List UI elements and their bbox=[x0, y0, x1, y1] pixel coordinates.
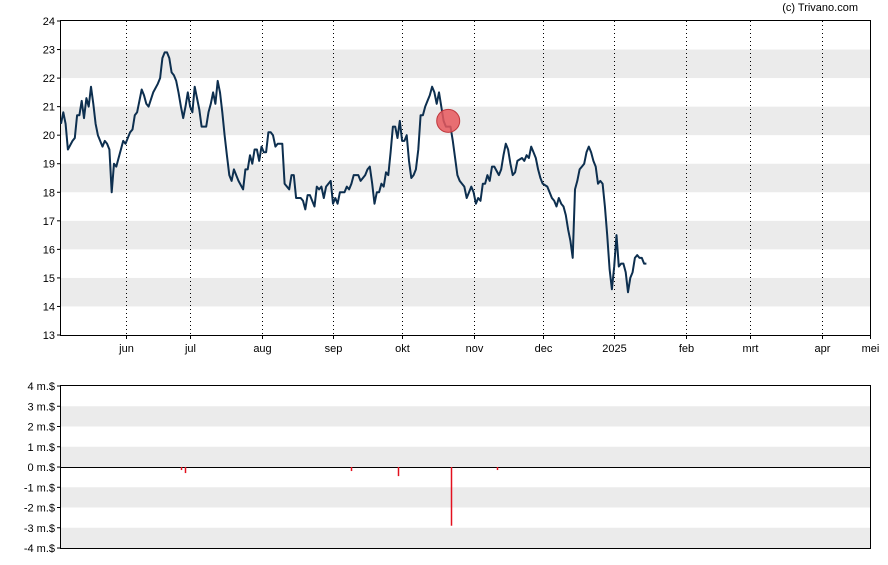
x-tick-label: aug bbox=[253, 343, 271, 355]
insider-y-tick-label: -2 m.$ bbox=[24, 503, 55, 515]
insider-y-tick-label: -3 m.$ bbox=[24, 523, 55, 535]
y-tick-label: 18 bbox=[43, 187, 55, 199]
price-band bbox=[61, 220, 870, 250]
chart-credit: (c) Trivano.com bbox=[782, 2, 858, 14]
insider-chart-bands bbox=[61, 406, 870, 548]
y-tick-label: 15 bbox=[43, 273, 55, 285]
price-band bbox=[61, 106, 870, 136]
x-tick-label: sep bbox=[325, 343, 343, 355]
y-tick-label: 24 bbox=[43, 16, 55, 28]
x-tick-label: jul bbox=[184, 343, 196, 355]
price-series-line bbox=[60, 51, 647, 294]
y-tick-label: 16 bbox=[43, 244, 55, 256]
y-tick-label: 14 bbox=[43, 301, 55, 313]
x-tick-label: mei bbox=[862, 343, 880, 355]
x-tick-label: dec bbox=[535, 343, 553, 355]
insider-y-tick-label: 3 m.$ bbox=[27, 401, 55, 413]
insider-chart-y-axis: 4 m.$ 3 m.$ 2 m.$ 1 m.$ 0 m.$ -1 m.$ -2 m.$ -3 … bbox=[24, 381, 61, 555]
y-tick-label: 19 bbox=[43, 159, 55, 171]
price-chart-bands bbox=[61, 49, 870, 307]
y-tick-label: 13 bbox=[43, 330, 55, 342]
insider-y-tick-label: 2 m.$ bbox=[27, 422, 55, 434]
price-band bbox=[61, 277, 870, 307]
event-marker bbox=[436, 108, 461, 133]
insider-band bbox=[61, 487, 870, 508]
price-chart-y-axis: 13 14 15 16 17 18 19 20 21 22 23 24 bbox=[43, 16, 61, 342]
y-tick-label: 17 bbox=[43, 216, 55, 228]
insider-y-tick-label: 1 m.$ bbox=[27, 442, 55, 454]
insider-y-tick-label: 0 m.$ bbox=[27, 462, 55, 474]
insider-y-tick-label: 4 m.$ bbox=[27, 381, 55, 393]
y-tick-label: 22 bbox=[43, 73, 55, 85]
y-tick-label: 21 bbox=[43, 102, 55, 114]
x-tick-label: apr bbox=[815, 343, 831, 355]
insider-y-tick-label: -4 m.$ bbox=[24, 543, 55, 555]
price-chart-markers bbox=[436, 108, 461, 133]
x-tick-label: mrt bbox=[743, 343, 759, 355]
price-chart-frame bbox=[60, 20, 871, 336]
x-tick-label: feb bbox=[679, 343, 694, 355]
x-tick-label: nov bbox=[466, 343, 484, 355]
y-tick-label: 20 bbox=[43, 130, 55, 142]
insider-y-tick-label: -1 m.$ bbox=[24, 482, 55, 494]
price-chart-x-axis: jun jul aug sep okt nov dec 2025 feb mrt apr mei bbox=[118, 335, 879, 355]
price-band bbox=[61, 49, 870, 79]
insider-band bbox=[61, 406, 870, 427]
x-tick-label: jun bbox=[118, 343, 134, 355]
insider-chart-bars bbox=[180, 467, 499, 526]
x-tick-label: okt bbox=[395, 343, 410, 355]
x-tick-label: 2025 bbox=[602, 343, 626, 355]
y-tick-label: 23 bbox=[43, 45, 55, 57]
insider-band bbox=[61, 446, 870, 467]
insider-band bbox=[61, 527, 870, 548]
